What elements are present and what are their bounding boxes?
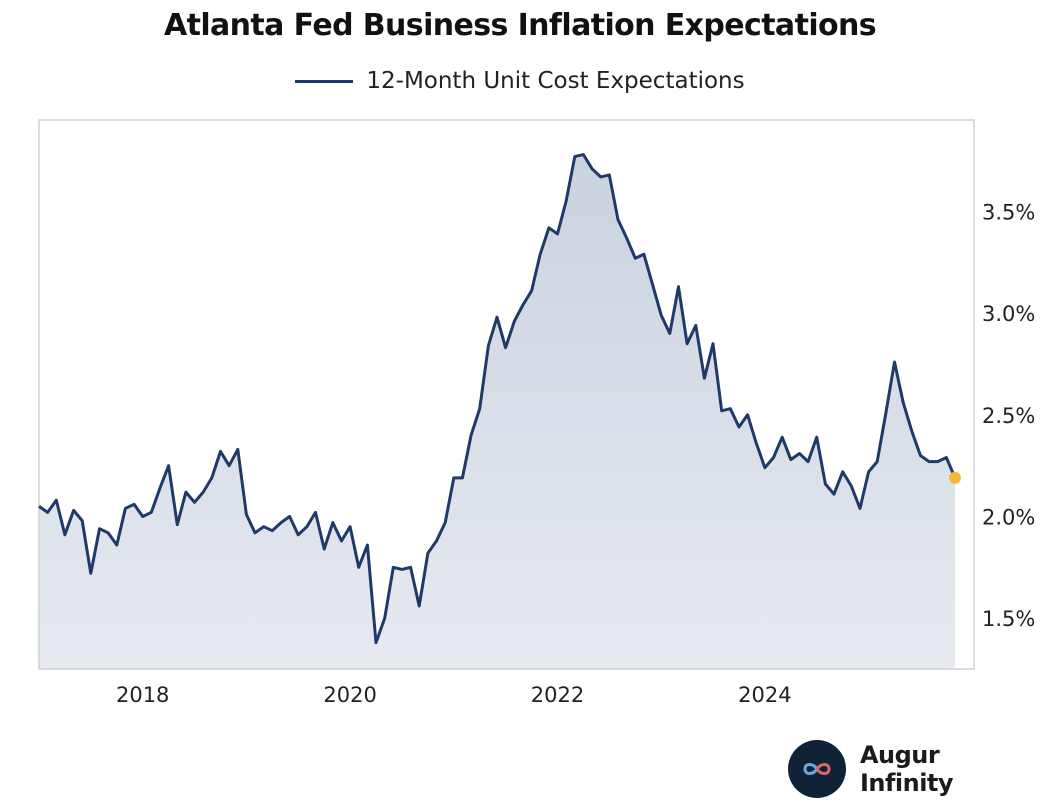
y-tick-label: 2.5% [982,404,1035,428]
chart-svg: 1.5% 2.0% 2.5% 3.0% 3.5% 2018 2020 2022 2024 [38,119,1035,707]
brand-name: Augur Infinity [859,741,954,797]
y-tick-label: 2.0% [982,506,1035,530]
legend-label: 12-Month Unit Cost Expectations [366,68,745,94]
infinity-icon [803,763,831,775]
legend-swatch [295,79,354,83]
series-line [38,153,957,645]
chart-legend: 12-Month Unit Cost Expectations [0,68,1040,94]
last-value-marker [949,471,961,484]
x-tick-label: 2018 [116,683,169,707]
x-tick-label: 2024 [738,683,791,707]
x-tick-label: 2022 [531,683,584,707]
series-area-fill [39,154,955,670]
y-tick-label: 3.0% [982,302,1035,326]
chart-title: Atlanta Fed Business Inflation Expectati… [163,8,877,43]
x-tick-label: 2020 [323,683,376,707]
y-tick-label: 3.5% [982,201,1035,225]
brand: Augur Infinity [788,740,1040,798]
brand-logo [788,740,846,798]
y-tick-label: 1.5% [982,607,1035,631]
